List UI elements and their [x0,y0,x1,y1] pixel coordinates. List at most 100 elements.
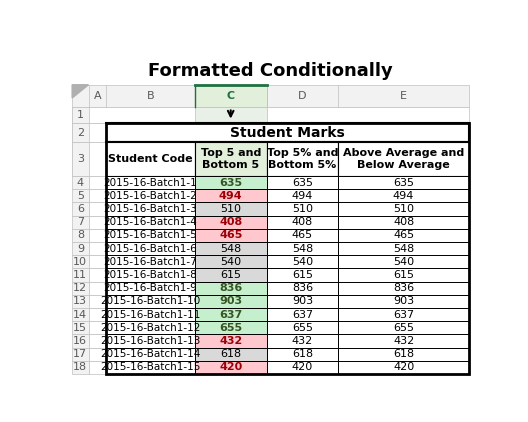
Bar [267,216,338,229]
Text: 9: 9 [77,243,84,254]
Bar [72,142,89,176]
Text: 5: 5 [77,191,84,201]
Bar [89,281,106,295]
Bar [89,255,106,268]
Text: 13: 13 [73,296,87,306]
Bar [195,321,267,334]
Text: 465: 465 [393,230,414,241]
Text: E: E [400,91,407,101]
Bar [72,107,469,123]
Bar [267,189,338,203]
Bar [338,295,469,308]
Bar [338,216,469,229]
Text: 836: 836 [219,283,242,293]
Text: 408: 408 [219,217,242,227]
Bar [195,348,267,361]
Text: 494: 494 [291,191,313,201]
Text: 548: 548 [220,243,241,254]
Bar [72,123,89,142]
Text: 494: 494 [219,191,242,201]
Text: 420: 420 [219,362,242,372]
Bar [267,229,338,242]
Bar [72,189,89,203]
Text: 510: 510 [393,204,414,214]
Bar [338,189,469,203]
Bar [72,142,106,176]
Bar [72,242,89,255]
Bar [338,348,469,361]
Text: 2: 2 [77,127,84,138]
Bar [106,229,195,242]
Bar [195,176,267,189]
Bar [195,85,267,107]
Bar [267,176,338,189]
Text: 2015-16-Batch1-12: 2015-16-Batch1-12 [100,323,201,333]
Text: 494: 494 [393,191,414,201]
Text: 4: 4 [77,178,84,188]
Bar [106,176,195,189]
Text: 2015-16-Batch1-10: 2015-16-Batch1-10 [100,296,201,306]
Text: 14: 14 [73,310,88,319]
Text: 615: 615 [292,270,313,280]
Bar [106,216,195,229]
Bar [195,361,267,374]
Text: 408: 408 [393,217,414,227]
Text: 635: 635 [393,178,414,188]
Text: 2015-16-Batch1-15: 2015-16-Batch1-15 [100,362,201,372]
Bar [195,242,267,255]
Text: 637: 637 [219,310,242,319]
Text: 8: 8 [77,230,84,241]
Bar [267,361,338,374]
Bar [195,334,267,348]
Text: Student Code: Student Code [108,154,193,164]
Bar [267,321,338,334]
Text: 548: 548 [291,243,313,254]
Bar [89,295,106,308]
Text: 16: 16 [73,336,87,346]
Text: 2015-16-Batch1-14: 2015-16-Batch1-14 [100,349,201,359]
Text: 903: 903 [393,296,414,306]
Bar [195,268,267,281]
Text: 637: 637 [393,310,414,319]
Bar [72,85,469,107]
Bar [89,229,106,242]
Text: 420: 420 [291,362,313,372]
Bar [89,361,106,374]
Bar [338,321,469,334]
Text: 548: 548 [393,243,414,254]
Bar [72,216,89,229]
Bar [195,229,267,242]
Text: 7: 7 [77,217,84,227]
Text: 2015-16-Batch1-3: 2015-16-Batch1-3 [103,204,197,214]
Polygon shape [72,85,89,98]
Text: 2015-16-Batch1-11: 2015-16-Batch1-11 [100,310,201,319]
Bar [195,189,267,203]
Bar [195,308,267,321]
Bar [106,189,195,203]
Bar [106,268,195,281]
Text: 655: 655 [219,323,242,333]
Text: 420: 420 [393,362,414,372]
Bar [72,203,89,216]
Text: Top 5 and
Bottom 5: Top 5 and Bottom 5 [201,148,261,170]
Text: 2015-16-Batch1-7: 2015-16-Batch1-7 [103,257,197,267]
Bar [89,348,106,361]
Bar [72,229,89,242]
Text: 903: 903 [292,296,313,306]
Text: Formatted Conditionally: Formatted Conditionally [148,62,393,80]
Bar [338,281,469,295]
Bar [338,308,469,321]
Bar [106,334,195,348]
Text: 655: 655 [393,323,414,333]
Text: 615: 615 [220,270,241,280]
Text: 618: 618 [220,349,241,359]
Text: 18: 18 [73,362,88,372]
Bar [267,281,338,295]
Bar [338,361,469,374]
Text: 12: 12 [73,283,88,293]
Text: 2015-16-Batch1-6: 2015-16-Batch1-6 [103,243,197,254]
Text: 903: 903 [219,296,242,306]
Bar [106,242,195,255]
Bar [72,295,89,308]
Text: Student Marks: Student Marks [230,125,345,140]
